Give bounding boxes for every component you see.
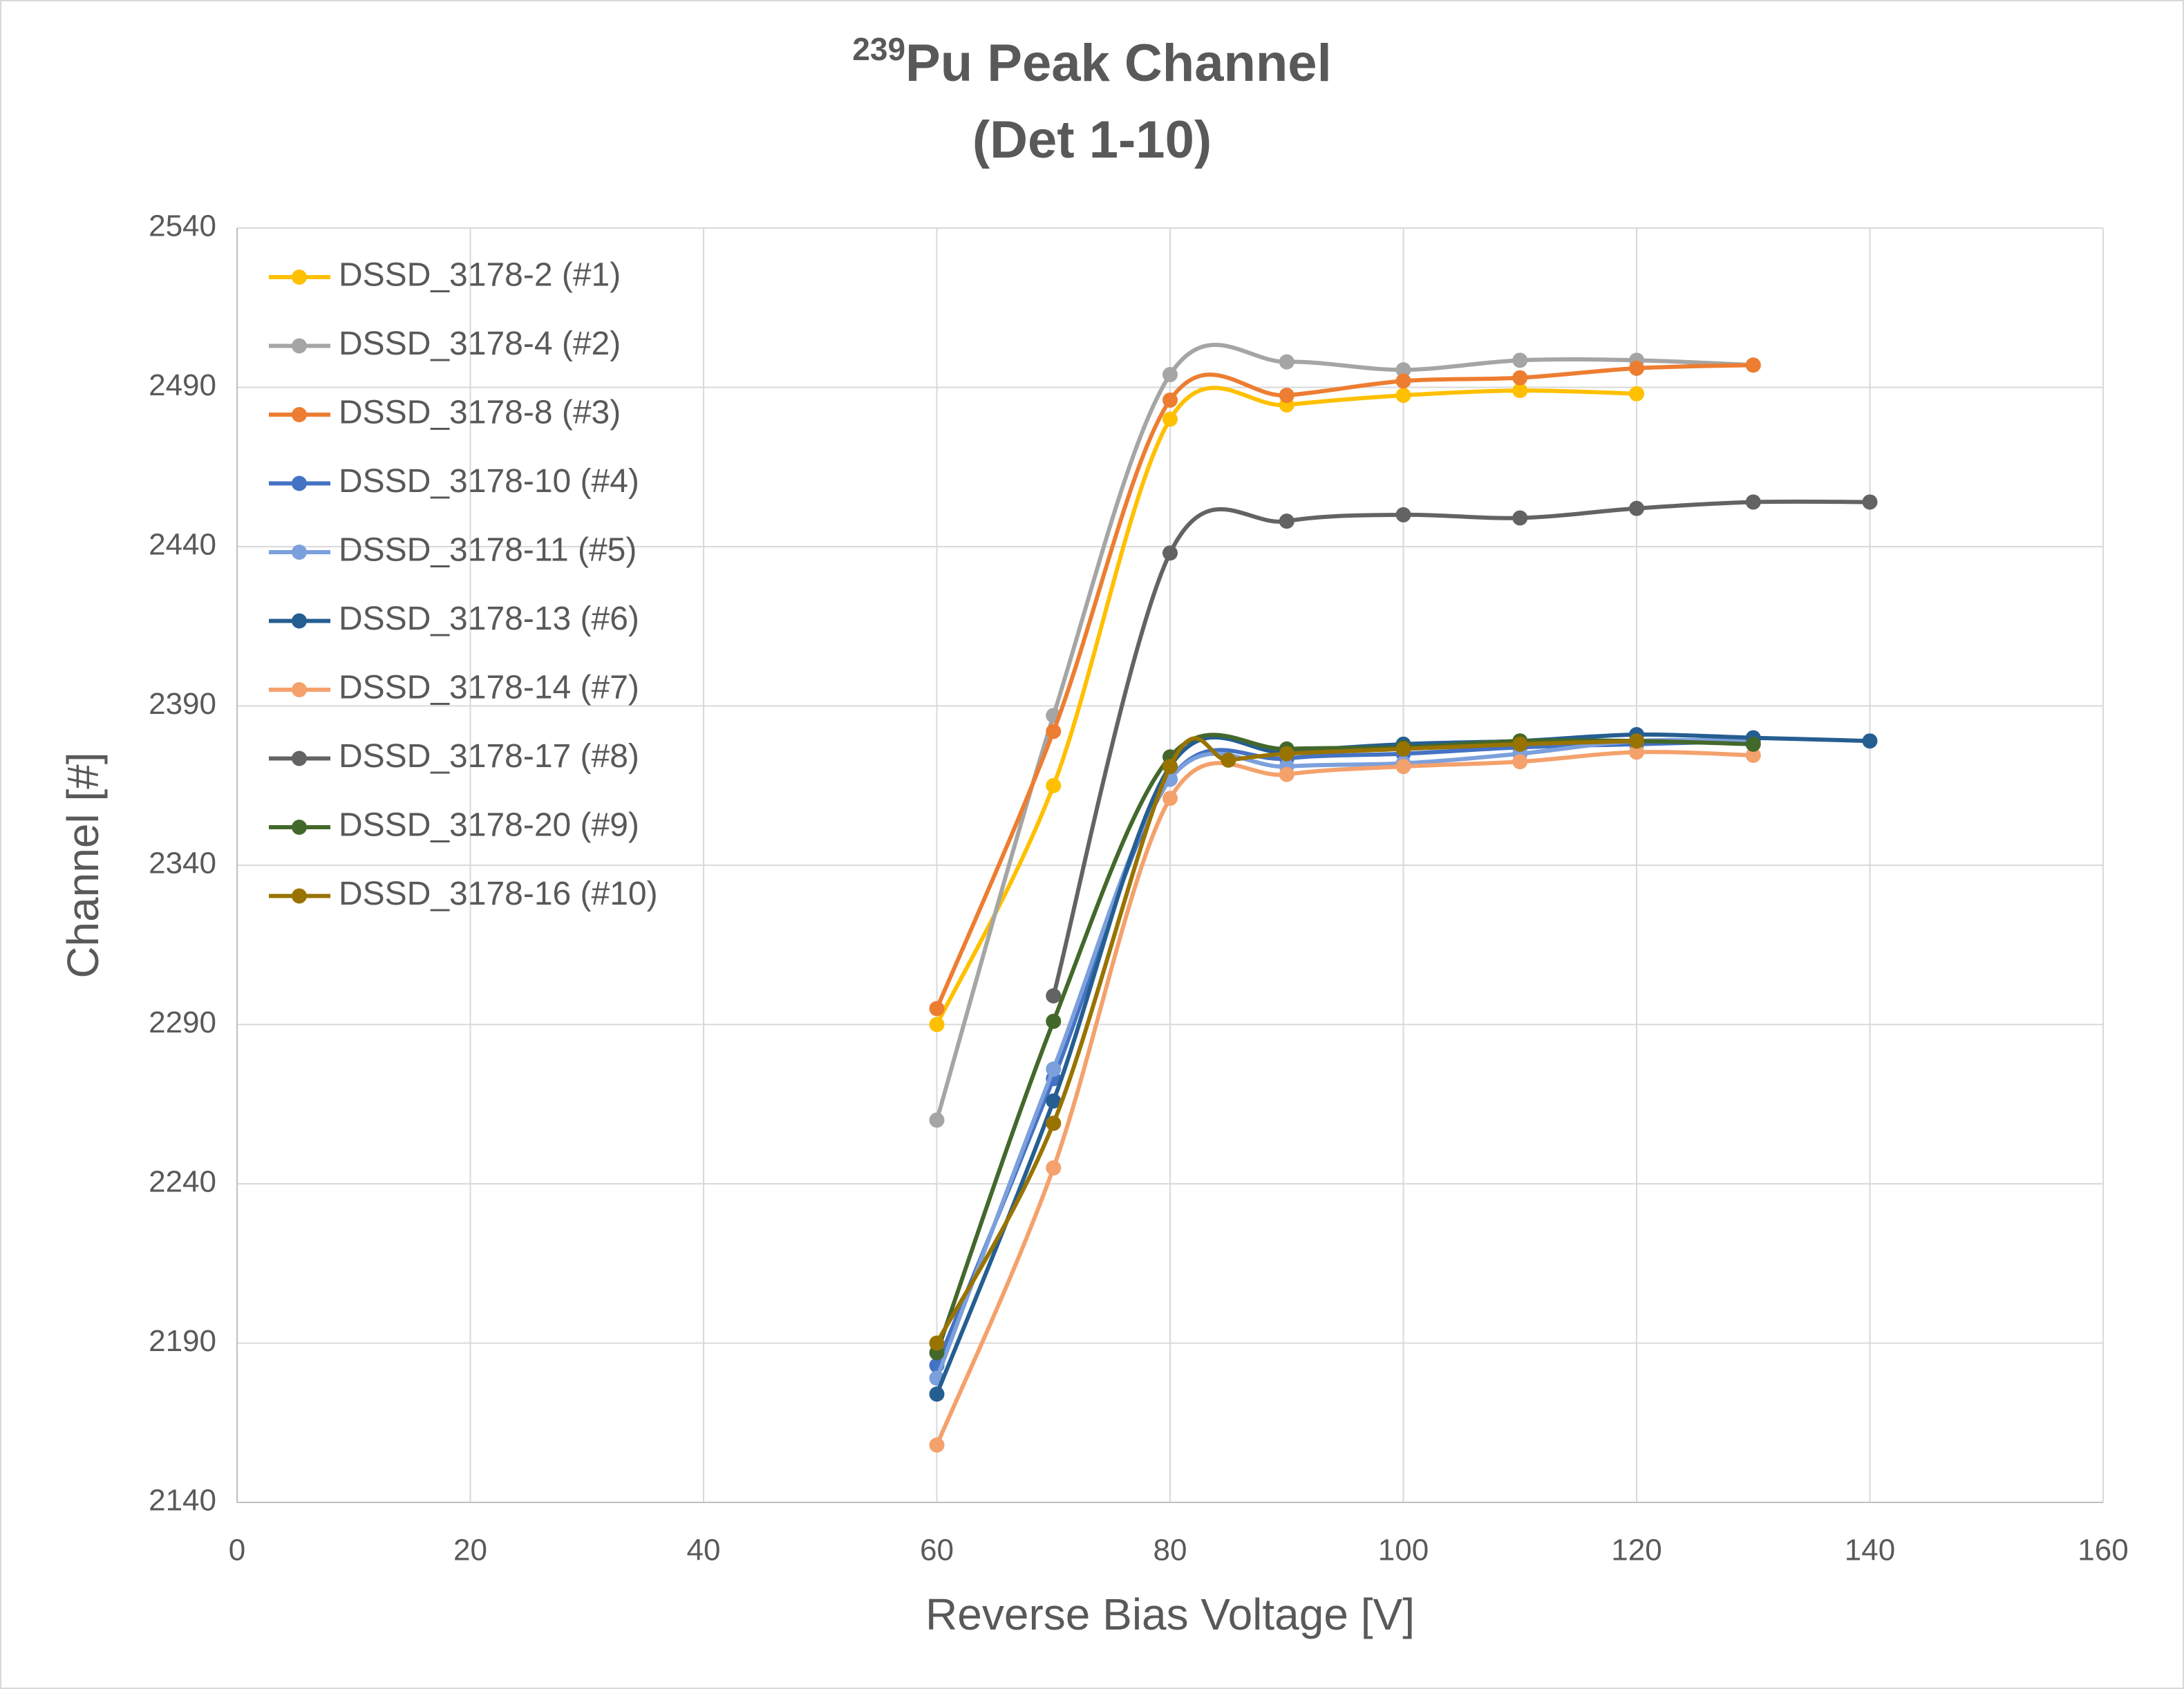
data-point [1862, 733, 1878, 749]
data-point [1162, 367, 1178, 383]
data-point [1629, 733, 1644, 749]
data-point [929, 1335, 945, 1351]
data-point [1395, 388, 1411, 404]
data-point [1279, 513, 1295, 529]
data-point [1395, 362, 1411, 378]
x-tick-label: 60 [920, 1534, 954, 1567]
data-point [1745, 747, 1761, 763]
x-tick-label: 0 [229, 1534, 245, 1567]
legend-marker [292, 751, 307, 766]
legend-marker [292, 888, 307, 904]
data-point [929, 1017, 945, 1032]
data-point [929, 1437, 945, 1453]
title-superscript: 239 [852, 31, 905, 67]
data-point [1046, 1115, 1062, 1131]
data-point [1512, 383, 1528, 399]
data-point [1629, 360, 1644, 376]
x-tick-label: 160 [2078, 1534, 2128, 1567]
data-point [1629, 744, 1644, 760]
legend-marker [292, 613, 307, 629]
x-tick-label: 100 [1378, 1534, 1429, 1567]
legend-marker [292, 338, 307, 354]
x-tick-label: 120 [1611, 1534, 1661, 1567]
data-point [1395, 507, 1411, 522]
data-point [1046, 1061, 1062, 1077]
data-point [1162, 759, 1178, 775]
y-axis-title: Channel [#] [58, 752, 108, 978]
data-point [1395, 741, 1411, 757]
data-point [1395, 373, 1411, 389]
legend-marker [292, 270, 307, 285]
title-main: Pu Peak Channel [905, 34, 1332, 93]
data-point [1745, 357, 1761, 373]
x-axis-title: Reverse Bias Voltage [V] [925, 1589, 1415, 1639]
y-tick-label: 2390 [149, 687, 216, 721]
legend-label: DSSD_3178-17 (#8) [339, 738, 639, 775]
legend-marker [292, 475, 307, 491]
data-point [1046, 1093, 1062, 1109]
data-point [1279, 388, 1295, 404]
data-point [1046, 1013, 1062, 1029]
legend-label: DSSD_3178-4 (#2) [339, 325, 621, 362]
chart-title: 239Pu Peak Channel [852, 31, 1331, 93]
data-point [1279, 354, 1295, 370]
data-point [1512, 736, 1528, 752]
y-tick-label: 2140 [149, 1484, 216, 1518]
data-point [1279, 766, 1295, 782]
y-tick-label: 2440 [149, 528, 216, 562]
series-line [934, 386, 1637, 1026]
data-point [1745, 494, 1761, 510]
legend-label: DSSD_3178-16 (#10) [339, 876, 658, 912]
data-point [1279, 746, 1295, 762]
legend-marker [292, 407, 307, 422]
legend-marker [292, 545, 307, 560]
data-point [1221, 752, 1236, 768]
data-point [929, 1112, 945, 1128]
legend-label: DSSD_3178-14 (#7) [339, 670, 639, 706]
legend-label: DSSD_3178-11 (#5) [339, 532, 637, 569]
data-point [1512, 510, 1528, 526]
data-point [1395, 759, 1411, 775]
chart-subtitle: (Det 1-10) [972, 111, 1212, 169]
data-point [1745, 736, 1761, 752]
data-point [1512, 754, 1528, 770]
legend-label: DSSD_3178-13 (#6) [339, 601, 639, 637]
data-point [1162, 791, 1178, 806]
data-point [1162, 411, 1178, 427]
legend-marker [292, 682, 307, 697]
data-point [1862, 494, 1878, 510]
data-point [1046, 724, 1062, 739]
legend-label: DSSD_3178-20 (#9) [339, 807, 639, 844]
series-line [934, 736, 1637, 1344]
data-point [1046, 777, 1062, 793]
x-tick-label: 140 [1845, 1534, 1895, 1567]
x-tick-label: 20 [453, 1534, 487, 1567]
data-point [1629, 386, 1644, 402]
y-tick-label: 2490 [149, 368, 216, 402]
legend-label: DSSD_3178-10 (#4) [339, 463, 639, 500]
legend-label: DSSD_3178-8 (#3) [339, 395, 621, 431]
data-point [929, 1386, 945, 1402]
y-tick-label: 2190 [149, 1324, 216, 1358]
data-point [1046, 988, 1062, 1004]
legend-label: DSSD_3178-2 (#1) [339, 257, 621, 294]
y-tick-label: 2340 [149, 847, 216, 880]
series-line [934, 750, 1753, 1446]
data-point [1162, 545, 1178, 561]
y-tick-label: 2540 [149, 209, 216, 243]
x-tick-label: 40 [687, 1534, 721, 1567]
x-tick-label: 80 [1154, 1534, 1187, 1567]
data-point [1629, 500, 1644, 516]
y-tick-label: 2240 [149, 1165, 216, 1199]
data-point [929, 1001, 945, 1017]
data-point [1512, 352, 1528, 368]
data-point [1162, 392, 1178, 408]
data-point [1512, 370, 1528, 386]
data-point [1046, 1160, 1062, 1176]
legend-marker [292, 820, 307, 835]
y-tick-label: 2290 [149, 1006, 216, 1039]
